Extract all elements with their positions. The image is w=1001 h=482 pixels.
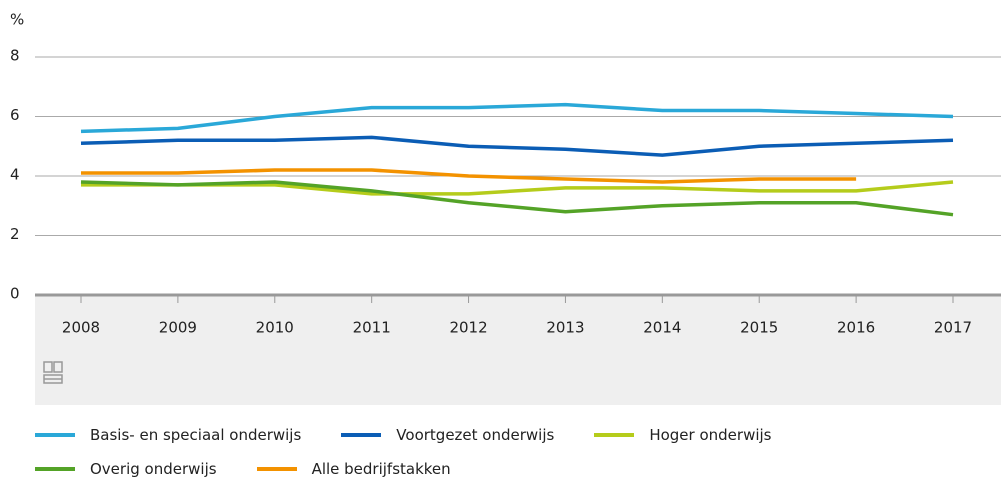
y-tick-label: 2	[10, 225, 20, 243]
legend-label: Alle bedrijfstakken	[311, 460, 451, 478]
series-line	[80, 180, 954, 217]
x-tick-label: 2015	[740, 319, 778, 337]
legend-swatch	[256, 467, 297, 471]
legend-swatch	[594, 433, 635, 437]
legend-label: Hoger onderwijs	[649, 426, 772, 444]
legend-item: Overig onderwijs	[35, 458, 217, 480]
legend-item: Hoger onderwijs	[594, 424, 772, 446]
x-tick-label: 2014	[643, 319, 681, 337]
axis-band	[35, 295, 1001, 405]
y-unit: %	[10, 11, 24, 29]
legend-swatch	[35, 467, 75, 471]
logo	[43, 361, 63, 384]
x-tick-label: 2009	[159, 319, 197, 337]
series-line	[80, 102, 954, 134]
y-tick-label: 6	[10, 106, 20, 124]
x-tick-label: 2008	[62, 319, 100, 337]
x-tick-label: 2012	[449, 319, 487, 337]
legend-label: Overig onderwijs	[90, 460, 217, 478]
y-tick-label: 8	[10, 47, 20, 65]
series-line	[80, 135, 954, 157]
legend-item: Basis- en speciaal onderwijs	[35, 424, 301, 446]
x-tick-label: 2016	[837, 319, 875, 337]
legend-swatch	[341, 433, 382, 437]
legend-item: Voortgezet onderwijs	[341, 424, 554, 446]
x-tick-label: 2017	[934, 319, 972, 337]
x-tick-label: 2010	[256, 319, 294, 337]
legend: Basis- en speciaal onderwijs Voortgezet o…	[35, 424, 935, 480]
legend-item: Alle bedrijfstakken	[256, 458, 451, 480]
x-tick-label: 2011	[353, 319, 391, 337]
legend-label: Basis- en speciaal onderwijs	[90, 426, 302, 444]
y-tick-label: 4	[10, 166, 20, 184]
series-line	[81, 168, 857, 184]
x-tick-label: 2013	[546, 319, 584, 337]
y-tick-label: 0	[10, 285, 20, 303]
chart: % 0 2 4 6 8 2008 2009 2010 2011 2012 2013 2014 2015 2…	[10, 11, 1001, 405]
legend-swatch	[35, 433, 75, 437]
legend-label: Voortgezet onderwijs	[396, 426, 555, 444]
